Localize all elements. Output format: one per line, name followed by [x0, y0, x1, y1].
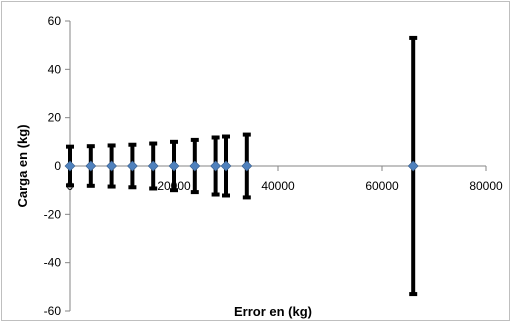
data-point [407, 160, 419, 172]
data-point [210, 160, 222, 172]
y-tick-label: 40 [48, 62, 62, 76]
data-point [189, 160, 201, 172]
data-point [106, 160, 118, 172]
data-point [220, 160, 232, 172]
x-axis-title: Error en (kg) [234, 304, 312, 319]
x-tick-label: 20000 [157, 179, 191, 193]
data-point [85, 160, 97, 172]
y-tick-label: -20 [44, 207, 62, 221]
y-tick-label: 60 [48, 14, 62, 28]
y-tick-label: 0 [54, 159, 61, 173]
data-point [64, 160, 76, 172]
y-tick-label: -60 [44, 304, 62, 318]
y-tick-label: -40 [44, 256, 62, 270]
y-axis-title: Carga en (kg) [15, 124, 30, 207]
data-point [126, 160, 138, 172]
x-tick-label: 0 [67, 179, 74, 193]
data-point [168, 160, 180, 172]
y-tick-label: 20 [48, 111, 62, 125]
x-tick-label: 80000 [469, 179, 503, 193]
x-tick-label: 60000 [365, 179, 399, 193]
data-point [147, 160, 159, 172]
data-point [241, 160, 253, 172]
x-tick-label: 40000 [261, 179, 295, 193]
